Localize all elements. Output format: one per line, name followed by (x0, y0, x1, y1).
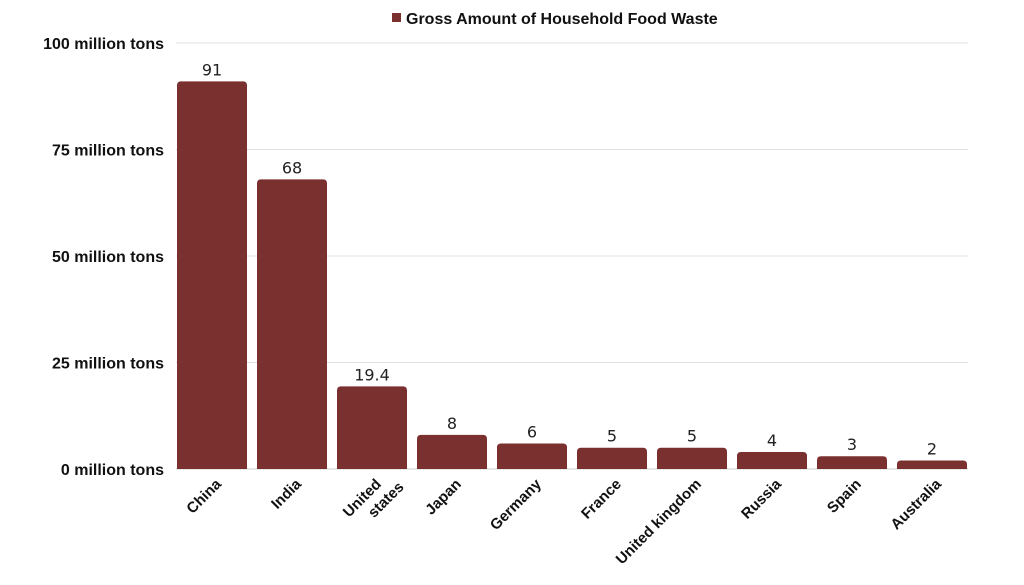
data-label: 4 (767, 431, 777, 450)
data-label: 91 (202, 60, 222, 79)
data-label: 68 (282, 158, 302, 177)
bar (497, 443, 567, 469)
bar (737, 451, 807, 469)
data-label: 5 (687, 427, 697, 446)
bars (177, 81, 967, 469)
x-axis: China India Unitedstates Japan Germany France… (183, 466, 945, 568)
x-tick-label: Spain (824, 476, 865, 517)
data-label: 6 (527, 422, 537, 441)
data-label: 19.4 (354, 365, 390, 384)
y-tick-label: 75 million tons (52, 143, 164, 160)
x-tick-label: France (578, 476, 625, 523)
x-tick-label: Australia (887, 475, 945, 533)
legend-label: Gross Amount of Household Food Waste (406, 11, 718, 28)
bar (417, 434, 487, 469)
x-tick-label: Japan (422, 476, 465, 519)
bar (177, 81, 247, 469)
y-axis: 0 million tons 25 million tons 50 million … (43, 36, 164, 479)
bar (577, 447, 647, 469)
x-tick-label: India (268, 475, 305, 512)
data-label: 5 (607, 427, 617, 446)
bar (257, 179, 327, 469)
y-tick-label: 50 million tons (52, 249, 164, 266)
bar (817, 456, 887, 469)
bar (337, 386, 407, 469)
legend-swatch (392, 13, 401, 22)
x-tick-label: Unitedstates (340, 466, 408, 534)
x-tick-label: United kingdom (613, 476, 705, 568)
legend: Gross Amount of Household Food Waste (392, 11, 718, 28)
bar (657, 447, 727, 469)
x-tick-label: Germany (487, 475, 545, 533)
data-label: 8 (447, 414, 457, 433)
x-tick-label: China (183, 475, 225, 517)
data-label: 2 (927, 439, 937, 458)
y-tick-label: 100 million tons (43, 36, 164, 53)
y-tick-label: 25 million tons (52, 356, 164, 373)
data-label: 3 (847, 435, 857, 454)
y-tick-label: 0 million tons (61, 462, 164, 479)
data-labels: 91 68 19.4 8 6 5 5 4 3 2 (202, 60, 937, 458)
bar (897, 460, 967, 469)
x-tick-label: Russia (738, 475, 785, 522)
